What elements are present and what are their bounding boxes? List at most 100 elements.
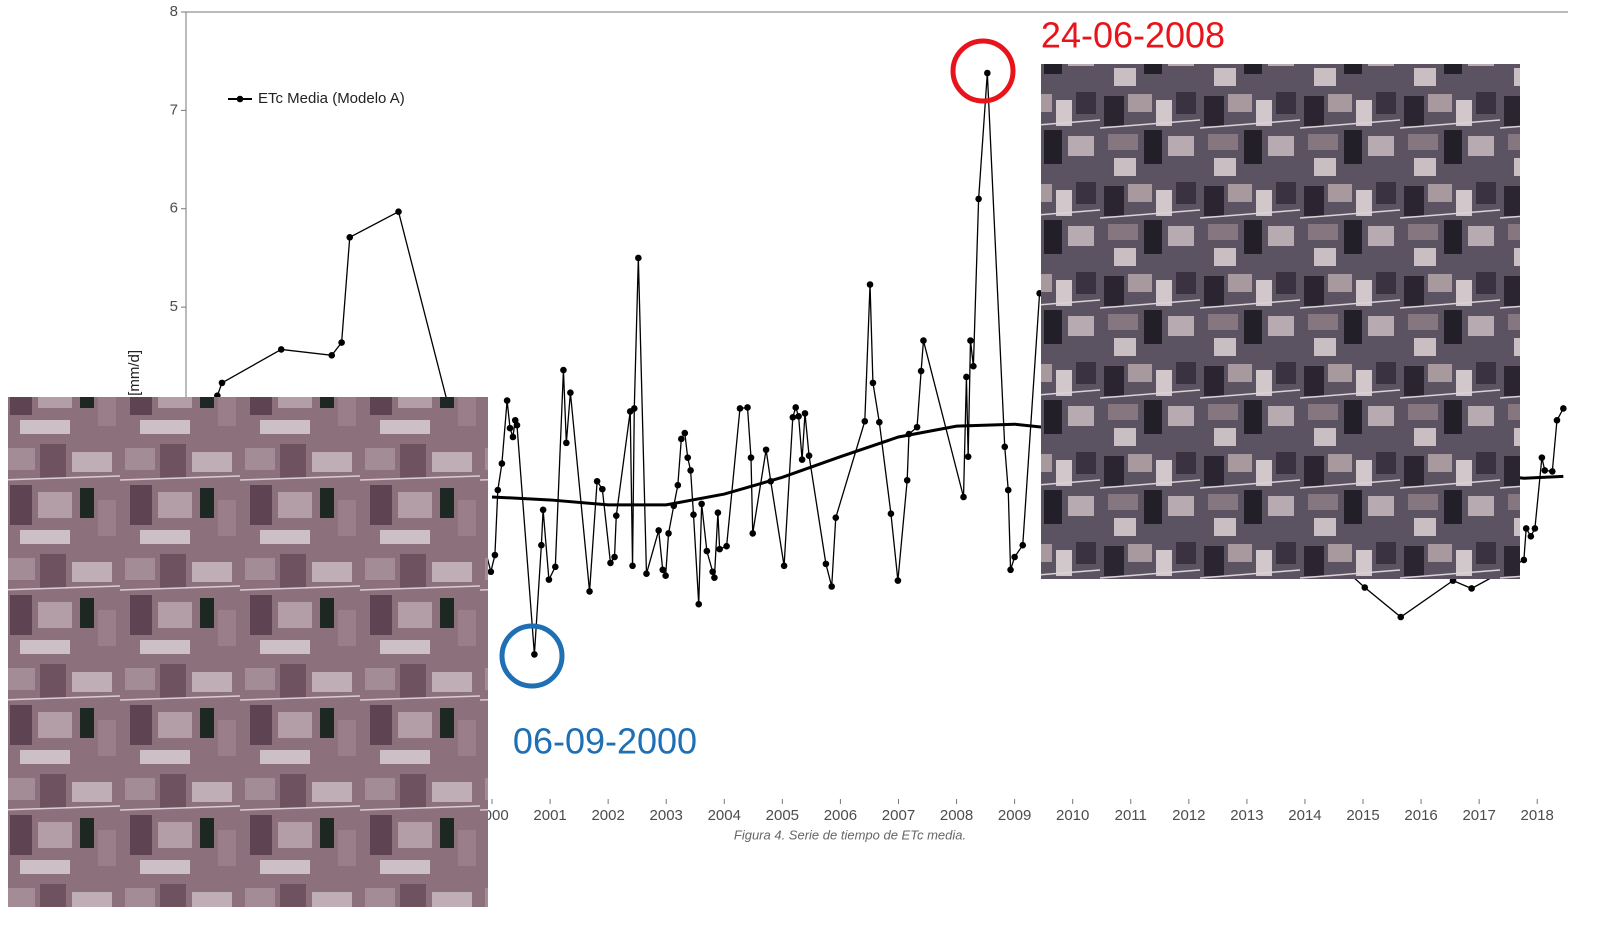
data-point — [684, 454, 692, 461]
data-point — [1007, 566, 1014, 574]
data-point — [1361, 584, 1369, 591]
data-point — [538, 541, 545, 549]
x-tick-label: 2014 — [1288, 807, 1321, 824]
x-tick-label: 2015 — [1346, 807, 1379, 824]
data-point — [338, 339, 345, 346]
data-point — [563, 439, 570, 447]
data-point — [801, 410, 809, 417]
data-point — [798, 456, 806, 463]
data-point — [674, 481, 682, 489]
y-tick-label: 8 — [170, 3, 178, 20]
data-point — [659, 566, 667, 574]
data-point — [711, 574, 718, 581]
data-point — [611, 553, 618, 561]
data-point — [780, 562, 788, 570]
satellite-image — [8, 397, 488, 907]
x-tick-label: 2003 — [650, 807, 683, 824]
data-point — [567, 389, 574, 397]
data-point — [277, 346, 285, 353]
data-point — [498, 460, 506, 467]
x-tick-label: 2017 — [1462, 807, 1495, 824]
data-point — [545, 576, 553, 583]
data-point — [635, 254, 642, 262]
satellite-image — [1041, 64, 1520, 579]
x-tick-label: 2001 — [533, 807, 566, 824]
y-tick-label: 6 — [170, 200, 178, 217]
data-point — [1541, 467, 1549, 474]
data-point — [920, 337, 927, 344]
data-point — [1001, 443, 1009, 451]
data-point — [866, 281, 874, 288]
data-point — [607, 559, 614, 567]
highlight-circle — [499, 623, 565, 689]
data-point — [662, 572, 669, 579]
data-point — [749, 530, 757, 537]
data-point — [586, 588, 593, 595]
data-point — [805, 452, 813, 459]
data-point — [984, 69, 991, 77]
data-point — [346, 233, 354, 241]
data-point — [698, 500, 705, 508]
data-point — [792, 404, 800, 411]
data-point — [714, 509, 722, 517]
data-point — [690, 511, 697, 518]
data-point — [593, 477, 601, 485]
data-point — [789, 414, 797, 421]
data-point — [894, 577, 902, 584]
data-point — [975, 195, 982, 203]
data-point — [869, 379, 877, 387]
legend-marker — [236, 95, 244, 103]
data-point — [762, 446, 770, 454]
legend-label: ETc Media (Modelo A) — [258, 90, 405, 107]
data-point — [506, 424, 514, 432]
data-point — [963, 373, 970, 381]
data-point — [832, 514, 840, 521]
data-point — [1011, 553, 1018, 561]
y-tick-label: 5 — [170, 298, 178, 315]
data-point — [513, 421, 521, 429]
x-tick-label: 2002 — [591, 807, 624, 824]
data-point — [539, 506, 547, 514]
data-point — [491, 551, 499, 559]
annotation: 06-09-2000 — [513, 721, 697, 762]
caption: Figura 4. Serie de tiempo de ETc media. — [734, 827, 966, 842]
data-point — [681, 429, 689, 437]
data-point — [970, 362, 977, 370]
data-point — [876, 418, 883, 426]
data-point — [1004, 486, 1012, 494]
data-point — [1553, 416, 1561, 424]
data-point — [1538, 454, 1546, 461]
data-point — [695, 600, 703, 608]
data-point — [665, 530, 672, 537]
data-point — [552, 563, 559, 571]
data-point — [531, 651, 538, 658]
x-tick-label: 2008 — [940, 807, 973, 824]
data-point — [560, 366, 567, 374]
x-tick-label: 2018 — [1521, 807, 1554, 824]
data-point — [643, 570, 650, 578]
data-point — [395, 208, 402, 216]
data-point — [967, 337, 974, 344]
x-tick-label: 2009 — [998, 807, 1031, 824]
data-point — [1019, 541, 1027, 549]
data-point — [612, 512, 620, 519]
data-point — [744, 404, 751, 411]
x-tick-label: 2013 — [1230, 807, 1263, 824]
data-point — [716, 545, 723, 553]
x-tick-label: 2011 — [1115, 807, 1147, 824]
highlight-circle — [950, 38, 1016, 104]
data-point — [678, 435, 685, 443]
data-point — [1520, 556, 1528, 564]
data-point — [1549, 468, 1556, 475]
data-point — [599, 485, 606, 493]
data-point — [960, 493, 967, 501]
data-point — [828, 583, 836, 590]
x-tick-label: 2010 — [1056, 807, 1089, 824]
x-tick-label: 2004 — [708, 807, 741, 824]
data-point — [655, 527, 662, 534]
data-point — [861, 417, 869, 425]
y-axis-label: [mm/d] — [126, 350, 143, 396]
data-point — [913, 423, 921, 431]
data-point — [687, 467, 694, 474]
data-point — [709, 568, 716, 576]
